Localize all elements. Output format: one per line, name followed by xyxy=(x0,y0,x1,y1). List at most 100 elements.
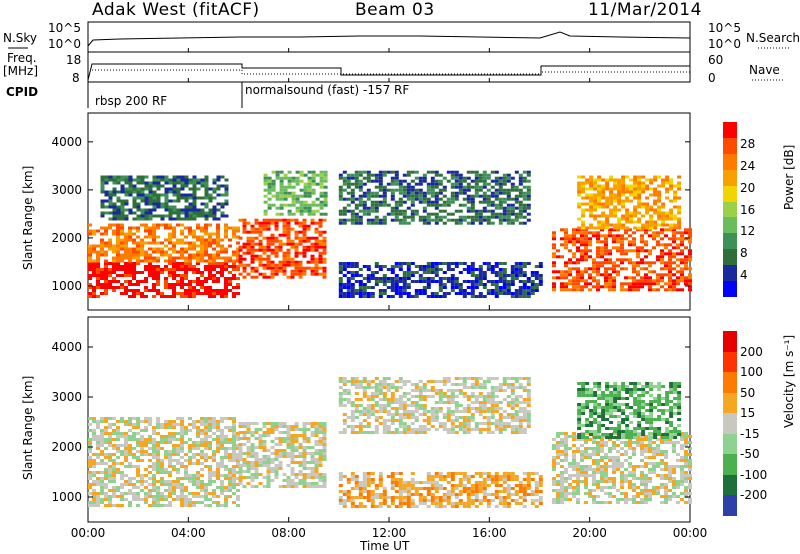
heatmap-cell xyxy=(112,417,116,420)
heatmap-cell xyxy=(278,455,283,458)
heatmap-cell xyxy=(306,473,311,476)
heatmap-cell xyxy=(254,269,259,273)
heatmap-cell xyxy=(184,211,189,215)
heatmap-cell xyxy=(342,206,347,210)
heatmap-cell xyxy=(144,196,149,200)
heatmap-cell xyxy=(386,413,391,416)
heatmap-cell xyxy=(617,193,622,197)
heatmap-cell xyxy=(486,173,491,177)
heatmap-cell xyxy=(168,465,172,468)
heatmap-cell xyxy=(294,251,299,255)
heatmap-cell xyxy=(374,496,379,499)
heatmap-cell xyxy=(136,444,140,447)
heatmap-cell xyxy=(319,185,324,189)
heatmap-cell xyxy=(274,254,279,258)
heatmap-cell xyxy=(294,473,299,476)
heatmap-cell xyxy=(676,282,680,286)
heatmap-cell xyxy=(506,413,511,416)
heatmap-cell xyxy=(156,495,160,498)
heatmap-cell xyxy=(156,462,160,465)
heatmap-cell xyxy=(414,386,419,389)
heatmap-cell xyxy=(232,441,236,444)
heatmap-cell xyxy=(278,467,283,470)
heatmap-cell xyxy=(418,431,423,434)
heatmap-cell xyxy=(625,199,630,203)
heatmap-cell xyxy=(652,288,656,292)
heatmap-cell xyxy=(236,504,240,507)
heatmap-cell xyxy=(438,262,443,265)
heatmap-cell xyxy=(362,203,367,207)
heatmap-cell xyxy=(402,383,407,386)
heatmap-cell xyxy=(156,292,160,295)
heatmap-cell xyxy=(362,419,367,422)
heatmap-cell xyxy=(494,206,499,210)
heatmap-cell xyxy=(140,187,145,191)
heatmap-cell xyxy=(116,265,120,268)
heatmap-cell xyxy=(172,232,176,236)
heatmap-cell xyxy=(410,499,415,502)
heatmap-cell xyxy=(246,422,251,425)
heatmap-cell xyxy=(128,417,132,420)
heatmap-cell xyxy=(176,274,180,277)
heatmap-cell xyxy=(124,238,128,242)
heatmap-cell xyxy=(236,447,240,450)
heatmap-cell xyxy=(116,238,120,242)
heatmap-cell xyxy=(314,485,319,488)
heatmap-cell xyxy=(192,232,196,236)
heatmap-cell xyxy=(128,483,132,486)
heatmap-cell xyxy=(402,487,407,490)
heatmap-cell xyxy=(354,182,359,186)
heatmap-cell xyxy=(470,413,475,416)
heatmap-cell xyxy=(136,226,140,230)
heatmap-cell xyxy=(374,179,379,183)
heatmap-cell xyxy=(250,269,255,273)
heatmap-cell xyxy=(382,431,387,434)
heatmap-cell xyxy=(258,440,263,443)
heatmap-cell xyxy=(526,380,531,383)
heatmap-cell xyxy=(124,265,128,268)
heatmap-cell xyxy=(482,404,487,407)
heatmap-cell xyxy=(228,453,232,456)
heatmap-cell xyxy=(362,478,367,481)
heatmap-cell xyxy=(478,407,483,410)
heatmap-cell xyxy=(152,274,156,277)
heatmap-cell xyxy=(124,256,128,260)
heatmap-cell xyxy=(212,471,216,474)
heatmap-cell xyxy=(216,289,220,292)
heatmap-cell xyxy=(621,199,626,203)
heatmap-cell xyxy=(486,398,491,401)
heatmap-cell xyxy=(442,185,447,189)
heatmap-cell xyxy=(112,175,117,179)
heatmap-cell xyxy=(526,280,531,283)
heatmap-cell xyxy=(116,181,121,185)
heatmap-cell xyxy=(552,255,556,259)
heatmap-cell xyxy=(398,221,403,225)
heatmap-cell xyxy=(346,283,351,286)
heatmap-cell xyxy=(278,452,283,455)
heatmap-cell xyxy=(676,237,680,241)
heatmap-cell xyxy=(382,188,387,192)
heatmap-cell xyxy=(482,179,487,183)
heatmap-cell xyxy=(200,178,205,182)
heatmap-cell xyxy=(176,211,181,215)
heatmap-cell xyxy=(262,263,267,267)
heatmap-cell xyxy=(132,435,136,438)
heatmap-cell xyxy=(490,194,495,198)
heatmap-cell xyxy=(128,489,132,492)
heatmap-cell xyxy=(621,223,626,227)
heatmap-cell xyxy=(108,238,112,242)
heatmap-cell xyxy=(422,383,427,386)
heatmap-cell xyxy=(144,280,148,283)
nave-tick-low: 0 xyxy=(708,71,716,85)
heatmap-cell xyxy=(592,279,596,283)
heatmap-cell xyxy=(314,458,319,461)
heatmap-cell xyxy=(286,263,291,267)
heatmap-cell xyxy=(238,422,243,425)
heatmap-cell xyxy=(220,438,224,441)
heatmap-cell xyxy=(354,265,359,268)
heatmap-cell xyxy=(254,485,259,488)
heatmap-cell xyxy=(506,179,511,183)
heatmap-cell xyxy=(152,483,156,486)
heatmap-cell xyxy=(254,242,259,246)
heatmap-cell xyxy=(596,264,600,268)
